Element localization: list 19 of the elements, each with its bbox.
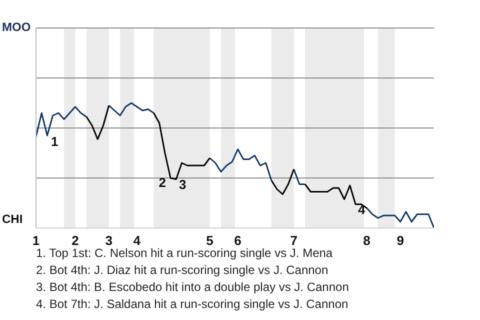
- x-tick-label: 6: [234, 233, 242, 248]
- text: 3. Bot 4th: B. Escobedo hit into a double play vs J. Cannon: [36, 279, 349, 296]
- x-tick-label: 9: [396, 233, 404, 248]
- annotation: 2: [158, 175, 166, 190]
- x-tick-label: 3: [105, 233, 112, 248]
- annotation: 4: [358, 202, 366, 217]
- x-tick-label: 2: [72, 233, 79, 248]
- text: 4. Bot 7th: J. Saldana hit a run-scoring single vs J. Cannon: [36, 296, 349, 313]
- text: CHI: [2, 212, 23, 226]
- text: 1. Top 1st: C. Nelson hit a run-scoring single vs J. Mena: [36, 246, 334, 262]
- annotation: 1: [51, 134, 58, 149]
- x-tick-label: 1: [32, 233, 40, 248]
- x-tick-label: 7: [290, 233, 298, 248]
- text: MOO: [2, 20, 31, 34]
- text: 2. Bot 4th: J. Diaz hit a run-scoring single vs J. Cannon: [36, 262, 330, 279]
- x-tick-label: 8: [363, 233, 370, 248]
- x-tick-label: 4: [133, 233, 142, 248]
- annotation: 3: [179, 177, 186, 192]
- x-tick-label: 5: [206, 233, 214, 248]
